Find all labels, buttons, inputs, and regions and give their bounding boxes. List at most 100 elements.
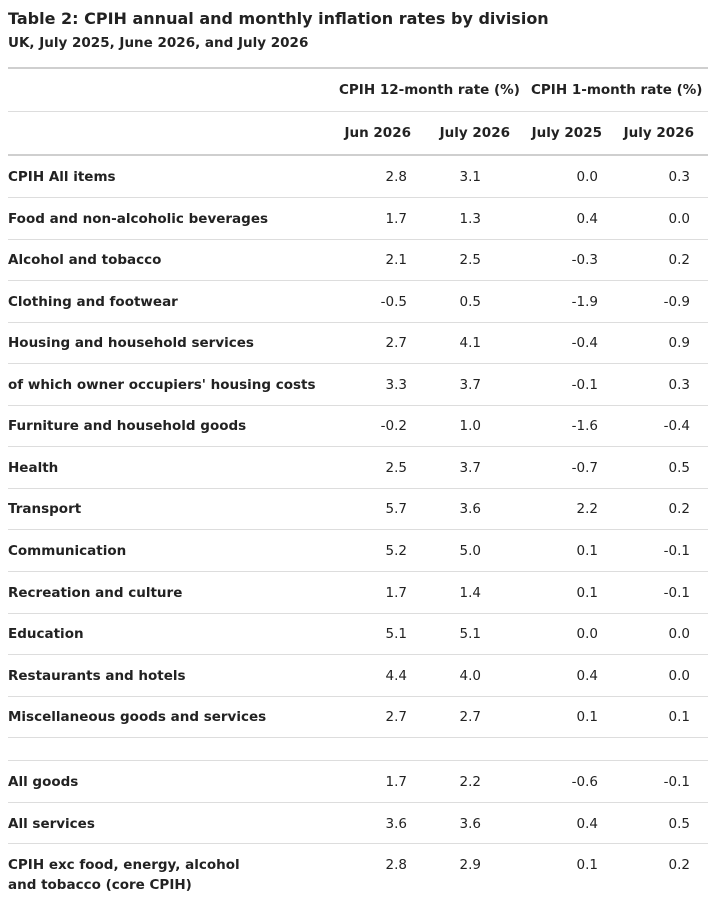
cell-value: 2.7 <box>459 709 481 725</box>
row-label: Health <box>8 460 59 476</box>
row-label: Miscellaneous goods and services <box>8 709 267 725</box>
cell-value: -0.1 <box>663 585 690 601</box>
cell-value: 1.7 <box>385 774 407 790</box>
row-divider <box>8 613 708 614</box>
cell-value: 2.7 <box>385 709 407 725</box>
cell-value: 0.3 <box>668 377 690 393</box>
cell-value: 2.1 <box>385 252 407 268</box>
cell-value: 0.0 <box>668 626 690 642</box>
cell-value: 1.0 <box>459 418 481 434</box>
column-header-july-2025: July 2025 <box>531 125 602 141</box>
cell-value: 2.7 <box>385 335 407 351</box>
table-row: Education 5.1 5.1 0.0 0.0 <box>8 624 708 664</box>
cell-value: 5.0 <box>459 543 481 559</box>
cell-value: 2.9 <box>459 857 481 873</box>
cell-value: 0.5 <box>459 294 481 310</box>
cell-value: 0.1 <box>576 709 598 725</box>
cell-value: 1.7 <box>385 585 407 601</box>
cell-value: 0.2 <box>668 252 690 268</box>
cell-value: 1.3 <box>459 211 481 227</box>
row-divider <box>8 363 708 364</box>
row-divider <box>8 571 708 572</box>
group-header-rule <box>8 111 708 112</box>
cell-value: 4.4 <box>385 668 407 684</box>
cell-value: 1.7 <box>385 211 407 227</box>
cell-value: -1.9 <box>571 294 598 310</box>
row-label: Transport <box>8 501 82 517</box>
table-row: Transport 5.7 3.6 2.2 0.2 <box>8 499 708 539</box>
row-label: Alcohol and tobacco <box>8 252 162 268</box>
row-divider <box>8 322 708 323</box>
cell-value: -0.4 <box>571 335 598 351</box>
cell-value: 2.8 <box>385 857 407 873</box>
header-bottom-rule <box>8 154 708 156</box>
row-label: of which owner occupiers' housing costs <box>8 377 316 393</box>
table-subtitle: UK, July 2025, June 2026, and July 2026 <box>8 35 309 51</box>
cell-value: 2.2 <box>576 501 598 517</box>
column-header-july-2026-monthly: July 2026 <box>623 125 694 141</box>
cell-value: 0.1 <box>576 543 598 559</box>
cell-value: -0.3 <box>571 252 598 268</box>
cell-value: 0.5 <box>668 816 690 832</box>
cell-value: 2.5 <box>459 252 481 268</box>
row-label: Communication <box>8 543 127 559</box>
cell-value: -0.1 <box>663 774 690 790</box>
column-header-jun-2026: Jun 2026 <box>344 125 411 141</box>
cell-value: 0.2 <box>668 857 690 873</box>
cell-value: -0.1 <box>663 543 690 559</box>
table-row: Restaurants and hotels 4.4 4.0 0.4 0.0 <box>8 666 708 706</box>
cell-value: 3.6 <box>459 816 481 832</box>
table-row: Communication 5.2 5.0 0.1 -0.1 <box>8 541 708 581</box>
row-divider <box>8 405 708 406</box>
cell-value: 0.1 <box>576 857 598 873</box>
cell-value: 0.4 <box>576 211 598 227</box>
cell-value: 3.1 <box>459 169 481 185</box>
row-label: Furniture and household goods <box>8 418 247 434</box>
table-row: Clothing and footwear -0.5 0.5 -1.9 -0.9 <box>8 292 708 332</box>
row-divider <box>8 760 708 761</box>
row-label: Food and non-alcoholic beverages <box>8 211 269 227</box>
row-label: Housing and household services <box>8 335 254 351</box>
cell-value: -0.2 <box>380 418 407 434</box>
cell-value: 1.4 <box>459 585 481 601</box>
row-divider <box>8 197 708 198</box>
cell-value: 5.7 <box>385 501 407 517</box>
column-header-july-2026-annual: July 2026 <box>439 125 510 141</box>
cell-value: -0.7 <box>571 460 598 476</box>
cell-value: -0.4 <box>663 418 690 434</box>
row-label: Restaurants and hotels <box>8 668 186 684</box>
row-divider <box>8 802 708 803</box>
cell-value: 0.0 <box>668 211 690 227</box>
row-label: CPIH exc food, energy, alcohol and tobac… <box>8 857 240 893</box>
row-divider <box>8 654 708 655</box>
cell-value: 2.2 <box>459 774 481 790</box>
cell-value: -1.6 <box>571 418 598 434</box>
table-row: Recreation and culture 1.7 1.4 0.1 -0.1 <box>8 583 708 623</box>
table-row: Housing and household services 2.7 4.1 -0.4… <box>8 333 708 373</box>
table-row: All goods 1.7 2.2 -0.6 -0.1 <box>8 772 708 812</box>
row-label: Education <box>8 626 84 642</box>
cell-value: 3.6 <box>459 501 481 517</box>
cell-value: 0.3 <box>668 169 690 185</box>
row-divider <box>8 239 708 240</box>
group-header-12-month: CPIH 12-month rate (%) <box>339 82 520 98</box>
table-row: of which owner occupiers' housing costs 3… <box>8 375 708 415</box>
cell-value: 2.5 <box>385 460 407 476</box>
cell-value: -0.1 <box>571 377 598 393</box>
cell-value: 4.1 <box>459 335 481 351</box>
cell-value: 3.6 <box>385 816 407 832</box>
table-row: CPIH exc food, energy, alcohol and tobac… <box>8 855 708 895</box>
table-title: Table 2: CPIH annual and monthly inflati… <box>8 9 549 28</box>
row-divider <box>8 488 708 489</box>
row-divider <box>8 843 708 844</box>
header-top-rule <box>8 67 708 69</box>
table-row: Miscellaneous goods and services 2.7 2.7 0.… <box>8 707 708 747</box>
cell-value: 0.9 <box>668 335 690 351</box>
table-row: All services 3.6 3.6 0.4 0.5 <box>8 814 708 854</box>
cell-value: 0.2 <box>668 501 690 517</box>
row-divider <box>8 737 708 738</box>
row-divider <box>8 696 708 697</box>
table-row: CPIH All items 2.8 3.1 0.0 0.3 <box>8 167 708 207</box>
cell-value: 5.1 <box>385 626 407 642</box>
